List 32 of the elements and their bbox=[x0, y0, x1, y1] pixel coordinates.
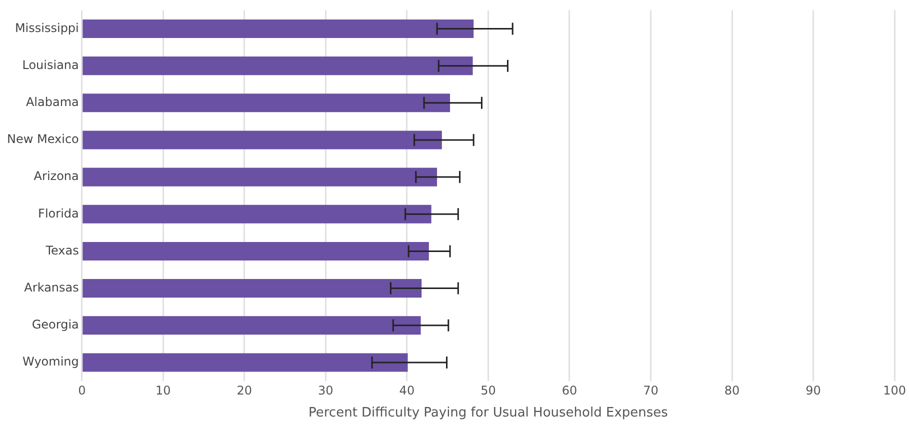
y-tick-label: Texas bbox=[44, 243, 79, 258]
x-tick-label: 100 bbox=[883, 383, 906, 398]
bar bbox=[82, 242, 429, 260]
bar bbox=[82, 56, 473, 76]
y-tick-label: Alabama bbox=[26, 95, 79, 110]
bar bbox=[82, 19, 474, 38]
bar bbox=[82, 94, 450, 112]
x-tick-label: 10 bbox=[156, 383, 171, 398]
x-tick-label: 30 bbox=[318, 383, 334, 398]
bar bbox=[82, 353, 408, 372]
y-tick-label: New Mexico bbox=[7, 132, 79, 146]
x-tick-label: 50 bbox=[480, 383, 496, 398]
x-tick-label: 60 bbox=[562, 383, 578, 398]
x-tick-label: 80 bbox=[724, 383, 740, 398]
y-tick-label: Georgia bbox=[32, 318, 79, 332]
x-tick-label: 70 bbox=[643, 383, 658, 398]
y-tick-label: Arkansas bbox=[24, 280, 79, 294]
y-tick-label: Mississippi bbox=[14, 20, 79, 35]
x-tick-label: 20 bbox=[236, 383, 252, 398]
x-axis-title: Percent Difficulty Paying for Usual Household Expenses bbox=[308, 406, 668, 421]
y-tick-label: Louisiana bbox=[22, 58, 79, 72]
bar bbox=[82, 130, 442, 150]
y-tick-label: Wyoming bbox=[22, 354, 79, 369]
x-tick-label: 90 bbox=[806, 383, 821, 398]
y-tick-label: Arizona bbox=[34, 169, 79, 184]
bar bbox=[82, 279, 422, 298]
x-tick-label: 0 bbox=[78, 383, 86, 398]
bar bbox=[82, 316, 421, 335]
bar bbox=[82, 168, 438, 186]
x-tick-label: 40 bbox=[399, 383, 415, 398]
bar bbox=[82, 204, 432, 224]
y-tick-label: Florida bbox=[38, 206, 79, 220]
